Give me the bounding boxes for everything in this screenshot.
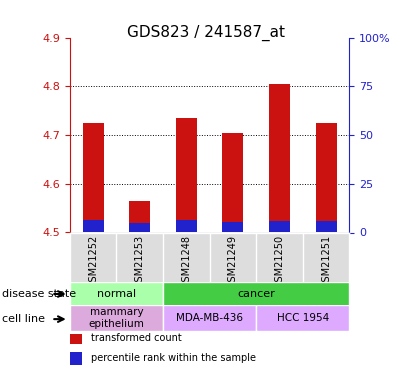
Text: GSM21253: GSM21253 (135, 235, 145, 288)
Bar (222, 132, 243, 232)
Bar (256, 305, 349, 331)
Bar (176, 220, 197, 232)
Bar (70, 305, 163, 331)
Bar (129, 201, 150, 232)
Bar (269, 221, 290, 232)
Text: GSM21250: GSM21250 (275, 235, 284, 288)
Text: cancer: cancer (237, 289, 275, 299)
Bar (129, 223, 150, 232)
Bar (316, 123, 337, 232)
Text: MDA-MB-436: MDA-MB-436 (176, 313, 243, 323)
Bar (70, 331, 82, 344)
Text: percentile rank within the sample: percentile rank within the sample (91, 353, 256, 363)
Text: GDS823 / 241587_at: GDS823 / 241587_at (127, 24, 284, 40)
Bar (83, 220, 104, 232)
Bar (83, 123, 104, 232)
Bar (316, 221, 337, 232)
Text: GSM21251: GSM21251 (321, 235, 331, 288)
Text: mammary
epithelium: mammary epithelium (88, 307, 144, 329)
Bar (70, 352, 82, 365)
Bar (70, 282, 163, 306)
Text: GSM21252: GSM21252 (88, 235, 98, 288)
Text: GSM21248: GSM21248 (181, 235, 191, 288)
Bar (163, 282, 349, 306)
Text: normal: normal (97, 289, 136, 299)
Text: disease state: disease state (2, 289, 76, 299)
Bar (163, 305, 256, 331)
Text: cell line: cell line (2, 314, 45, 324)
Bar (176, 118, 197, 232)
Text: transformed count: transformed count (91, 333, 182, 343)
Bar (222, 222, 243, 232)
Bar (269, 84, 290, 232)
Text: GSM21249: GSM21249 (228, 235, 238, 288)
Text: HCC 1954: HCC 1954 (277, 313, 329, 323)
